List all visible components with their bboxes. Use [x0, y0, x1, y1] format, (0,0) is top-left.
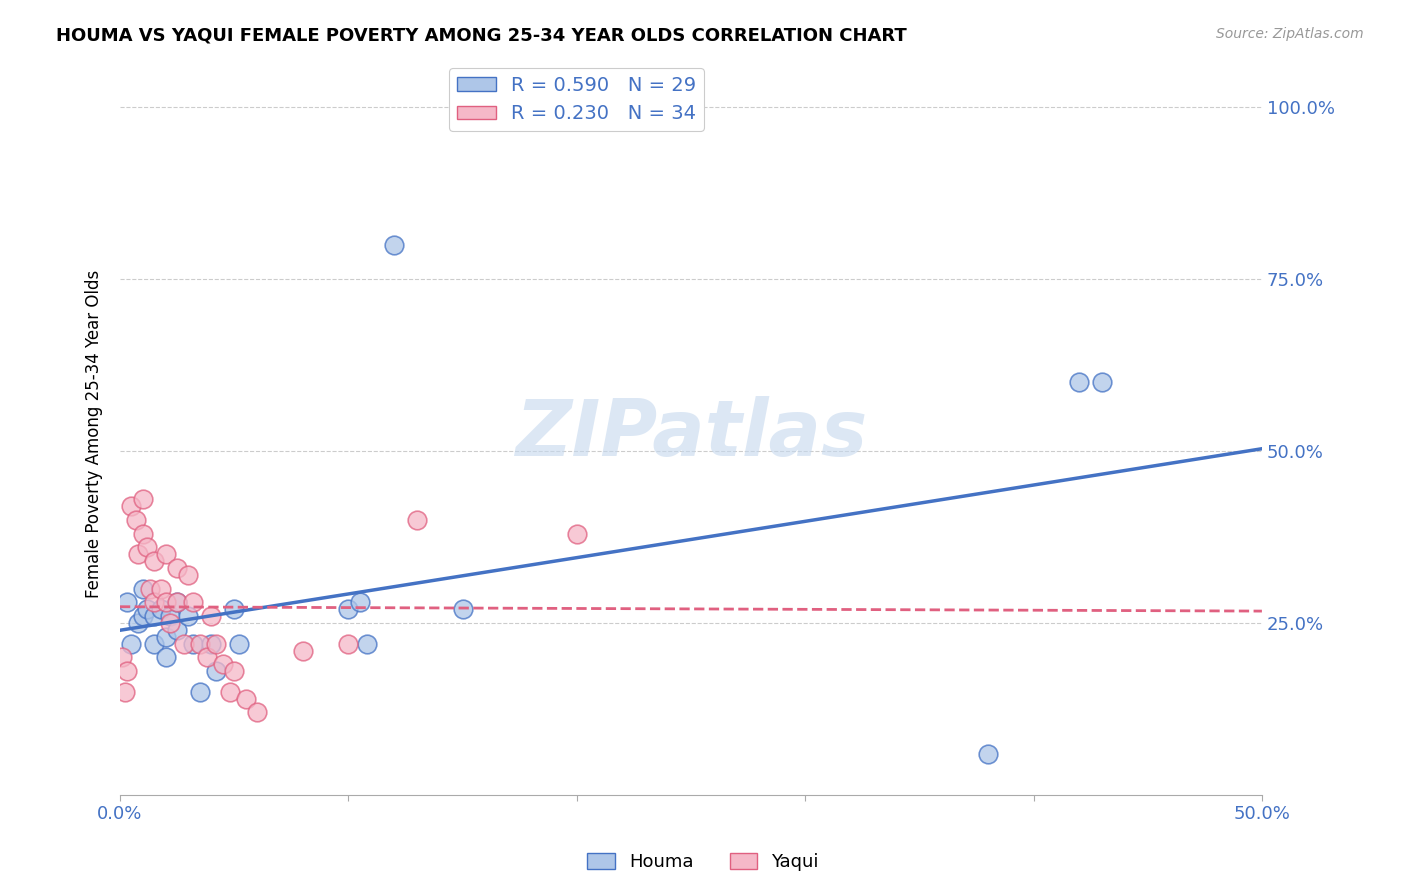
Point: [224, 664, 246, 678]
Point: [155, 547, 177, 561]
Text: ZIPatlas: ZIPatlas: [515, 396, 868, 472]
Text: HOUMA VS YAQUI FEMALE POVERTY AMONG 25-34 YEAR OLDS CORRELATION CHART: HOUMA VS YAQUI FEMALE POVERTY AMONG 25-3…: [56, 27, 907, 45]
Point: [138, 582, 160, 596]
Point: [115, 595, 138, 609]
Y-axis label: Female Poverty Among 25-34 Year Olds: Female Poverty Among 25-34 Year Olds: [86, 269, 103, 598]
Point: [127, 547, 149, 561]
Point: [143, 595, 166, 609]
Point: [127, 615, 149, 630]
Point: [173, 637, 195, 651]
Point: [382, 237, 405, 252]
Text: Source: ZipAtlas.com: Source: ZipAtlas.com: [1216, 27, 1364, 41]
Point: [188, 685, 211, 699]
Point: [200, 637, 222, 651]
Point: [132, 609, 155, 624]
Point: [120, 499, 142, 513]
Point: [211, 657, 233, 672]
Legend: Houma, Yaqui: Houma, Yaqui: [581, 846, 825, 879]
Point: [159, 615, 181, 630]
Point: [349, 595, 371, 609]
Point: [166, 595, 188, 609]
Point: [218, 685, 240, 699]
Point: [166, 561, 188, 575]
Legend: R = 0.590   N = 29, R = 0.230   N = 34: R = 0.590 N = 29, R = 0.230 N = 34: [449, 68, 704, 131]
Point: [150, 602, 173, 616]
Point: [177, 567, 200, 582]
Point: [224, 602, 246, 616]
Point: [205, 637, 228, 651]
Point: [143, 637, 166, 651]
Point: [136, 541, 159, 555]
Point: [155, 650, 177, 665]
Point: [132, 492, 155, 507]
Point: [356, 637, 378, 651]
Point: [1091, 375, 1114, 389]
Point: [125, 513, 148, 527]
Point: [291, 643, 314, 657]
Point: [565, 526, 588, 541]
Point: [228, 637, 250, 651]
Point: [451, 602, 474, 616]
Point: [1069, 375, 1091, 389]
Point: [114, 685, 136, 699]
Point: [405, 513, 427, 527]
Point: [150, 582, 173, 596]
Point: [337, 637, 360, 651]
Point: [111, 650, 134, 665]
Point: [136, 602, 159, 616]
Point: [181, 595, 204, 609]
Point: [166, 623, 188, 637]
Point: [166, 595, 188, 609]
Point: [235, 691, 257, 706]
Point: [205, 664, 228, 678]
Point: [132, 582, 155, 596]
Point: [177, 609, 200, 624]
Point: [155, 595, 177, 609]
Point: [246, 706, 269, 720]
Point: [143, 554, 166, 568]
Point: [159, 609, 181, 624]
Point: [200, 609, 222, 624]
Point: [115, 664, 138, 678]
Point: [181, 637, 204, 651]
Point: [132, 526, 155, 541]
Point: [188, 637, 211, 651]
Point: [195, 650, 218, 665]
Point: [337, 602, 360, 616]
Point: [120, 637, 142, 651]
Point: [155, 630, 177, 644]
Point: [977, 747, 1000, 761]
Point: [143, 609, 166, 624]
